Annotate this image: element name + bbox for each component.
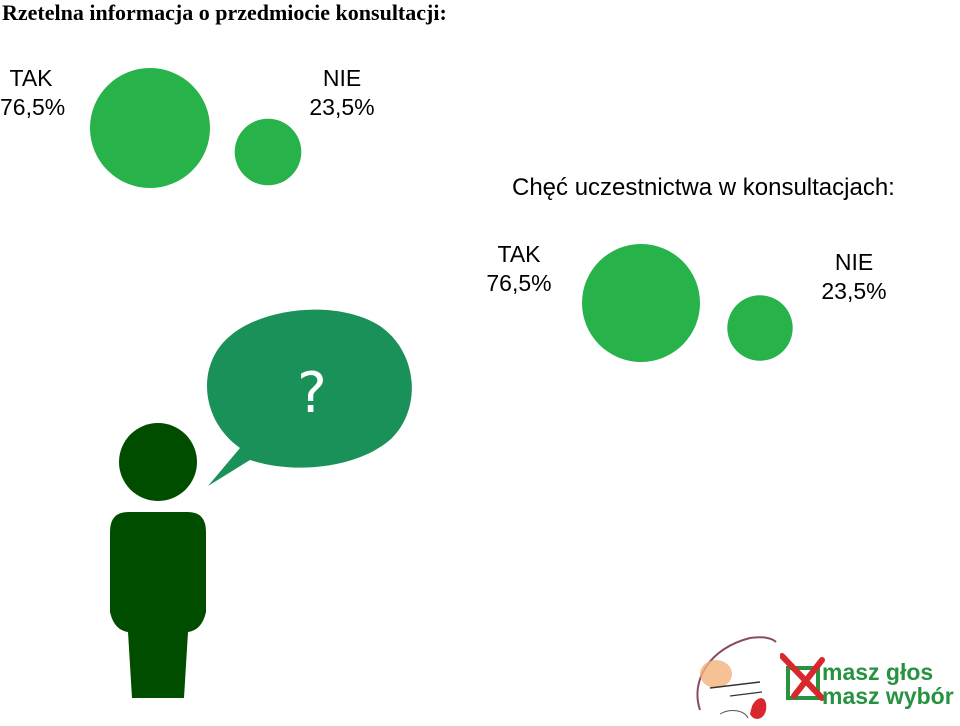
chart2-bubble-nie (727, 295, 793, 361)
chart1-bubble-nie (234, 118, 302, 186)
chart1-bubble-tak (90, 68, 210, 188)
chart2-value-nie: 23,5% (821, 278, 887, 304)
ballot-check-icon (780, 653, 825, 701)
chart2-label-tak: TAK 76,5% (484, 240, 554, 298)
brand-line-2: masz wybór (822, 683, 954, 709)
brand-logo: masz głos masz wybór (822, 660, 954, 708)
chart2-label-nie: NIE 23,5% (818, 248, 890, 306)
chart2-value-tak: 76,5% (486, 270, 552, 296)
speech-bubble-icon: ? (207, 309, 412, 486)
chart2-title: Chęć uczestnictwa w konsultacjach: (512, 174, 895, 201)
chart1-value-tak: 76,5% (0, 94, 66, 120)
person-icon (110, 423, 206, 698)
chart1-category-tak: TAK (9, 65, 53, 91)
brand-line-1: masz głos (822, 659, 934, 685)
chart2-category-tak: TAK (497, 241, 541, 267)
chart2-bubble-tak (582, 244, 700, 362)
person-with-question-illustration: ? (110, 309, 412, 698)
question-mark: ? (297, 361, 327, 426)
chart1-category-nie: NIE (322, 65, 362, 91)
chart1-title: Rzetelna informacja o przedmiocie konsul… (2, 0, 447, 25)
chart2-category-nie: NIE (834, 249, 874, 275)
chart1-label-tak: TAK 76,5% (0, 64, 66, 122)
association-logo-icon (696, 636, 777, 719)
chart1-value-nie: 23,5% (309, 94, 375, 120)
chart1-label-nie: NIE 23,5% (308, 64, 376, 122)
